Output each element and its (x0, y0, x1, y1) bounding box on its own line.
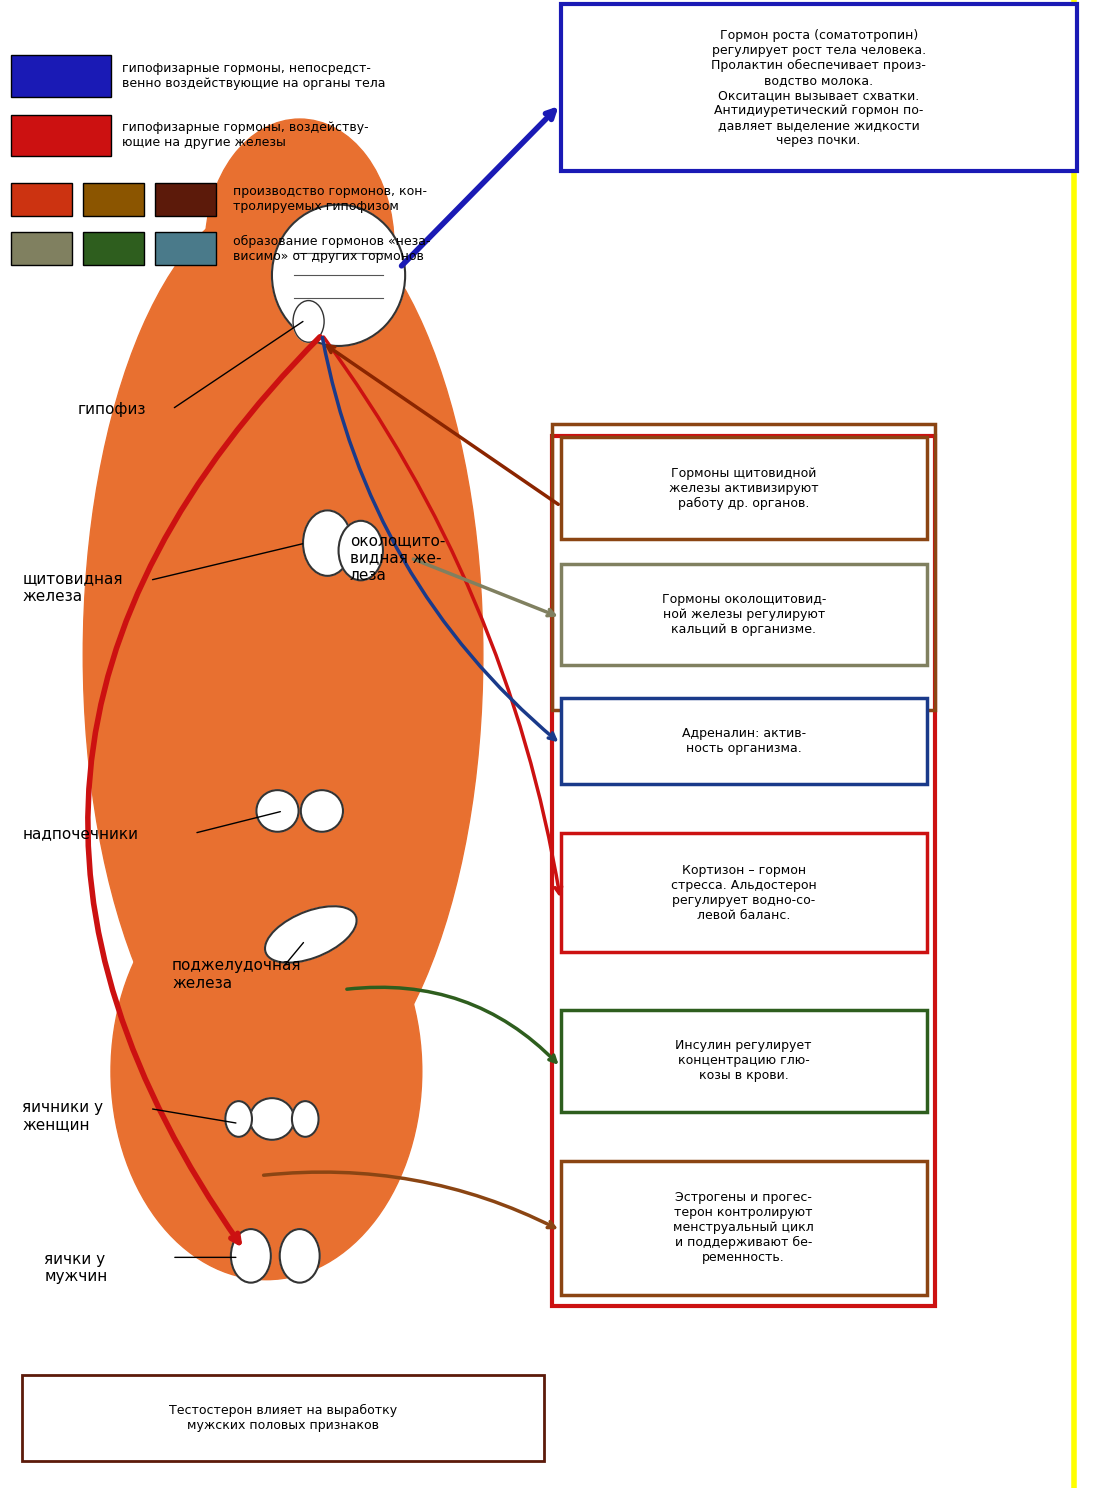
Ellipse shape (301, 790, 343, 832)
Circle shape (292, 1101, 319, 1137)
Text: надпочечники: надпочечники (22, 826, 139, 841)
Text: Инсулин регулирует
концентрацию глю-
козы в крови.: Инсулин регулирует концентрацию глю- коз… (676, 1040, 811, 1082)
Text: образование гормонов «неза-
висимо» от других гормонов: образование гормонов «неза- висимо» от д… (233, 235, 431, 262)
Circle shape (293, 301, 324, 342)
Text: производство гормонов, кон-
тролируемых гипофизом: производство гормонов, кон- тролируемых … (233, 186, 427, 213)
Circle shape (225, 1101, 252, 1137)
FancyBboxPatch shape (561, 564, 927, 665)
FancyBboxPatch shape (11, 232, 72, 265)
Text: Кортизон – гормон
стресса. Альдостерон
регулирует водно-со-
левой баланс.: Кортизон – гормон стресса. Альдостерон р… (670, 865, 817, 921)
FancyBboxPatch shape (83, 183, 144, 216)
Text: Тестостерон влияет на выработку
мужских половых признаков: Тестостерон влияет на выработку мужских … (169, 1405, 397, 1431)
FancyBboxPatch shape (11, 115, 111, 156)
Text: околощито-
видная же-
леза: околощито- видная же- леза (350, 533, 445, 583)
Circle shape (205, 119, 394, 372)
FancyBboxPatch shape (155, 232, 216, 265)
Text: Эстрогены и прогес-
терон контролируют
менструальный цикл
и поддерживают бе-
рем: Эстрогены и прогес- терон контролируют м… (674, 1190, 814, 1265)
FancyBboxPatch shape (561, 4, 1077, 171)
FancyBboxPatch shape (561, 437, 927, 539)
Text: Гормон роста (соматотропин)
регулирует рост тела человека.
Пролактин обеспечивае: Гормон роста (соматотропин) регулирует р… (712, 28, 926, 147)
FancyBboxPatch shape (83, 232, 144, 265)
Ellipse shape (265, 906, 356, 963)
Ellipse shape (83, 193, 483, 1116)
Text: щитовидная
железа: щитовидная железа (22, 571, 123, 604)
Ellipse shape (256, 790, 299, 832)
Ellipse shape (250, 1098, 294, 1140)
Ellipse shape (111, 863, 422, 1280)
FancyBboxPatch shape (22, 1375, 544, 1461)
Circle shape (303, 510, 352, 576)
Text: гипофиз: гипофиз (78, 402, 147, 417)
FancyBboxPatch shape (11, 55, 111, 97)
Text: яичники у
женщин: яичники у женщин (22, 1100, 103, 1132)
FancyBboxPatch shape (155, 183, 216, 216)
Text: Гормоны околощитовид-
ной железы регулируют
кальций в организме.: Гормоны околощитовид- ной железы регулир… (662, 594, 826, 635)
FancyBboxPatch shape (11, 183, 72, 216)
Text: Гормоны щитовидной
железы активизируют
работу др. органов.: Гормоны щитовидной железы активизируют р… (669, 467, 818, 509)
Text: поджелудочная
железа: поджелудочная железа (172, 958, 302, 991)
Ellipse shape (272, 205, 405, 347)
Bar (239, 275, 322, 379)
FancyBboxPatch shape (561, 698, 927, 784)
FancyBboxPatch shape (561, 1010, 927, 1112)
Text: Адреналин: актив-
ность организма.: Адреналин: актив- ность организма. (682, 728, 806, 754)
FancyBboxPatch shape (561, 1161, 927, 1295)
Circle shape (339, 521, 383, 580)
Circle shape (280, 1229, 320, 1283)
Text: гипофизарные гормоны, воздейству-
ющие на другие железы: гипофизарные гормоны, воздейству- ющие н… (122, 122, 369, 149)
FancyBboxPatch shape (561, 833, 927, 952)
Circle shape (231, 1229, 271, 1283)
Text: яички у
мужчин: яички у мужчин (44, 1251, 108, 1284)
Text: гипофизарные гормоны, непосредст-
венно воздействующие на органы тела: гипофизарные гормоны, непосредст- венно … (122, 62, 385, 89)
